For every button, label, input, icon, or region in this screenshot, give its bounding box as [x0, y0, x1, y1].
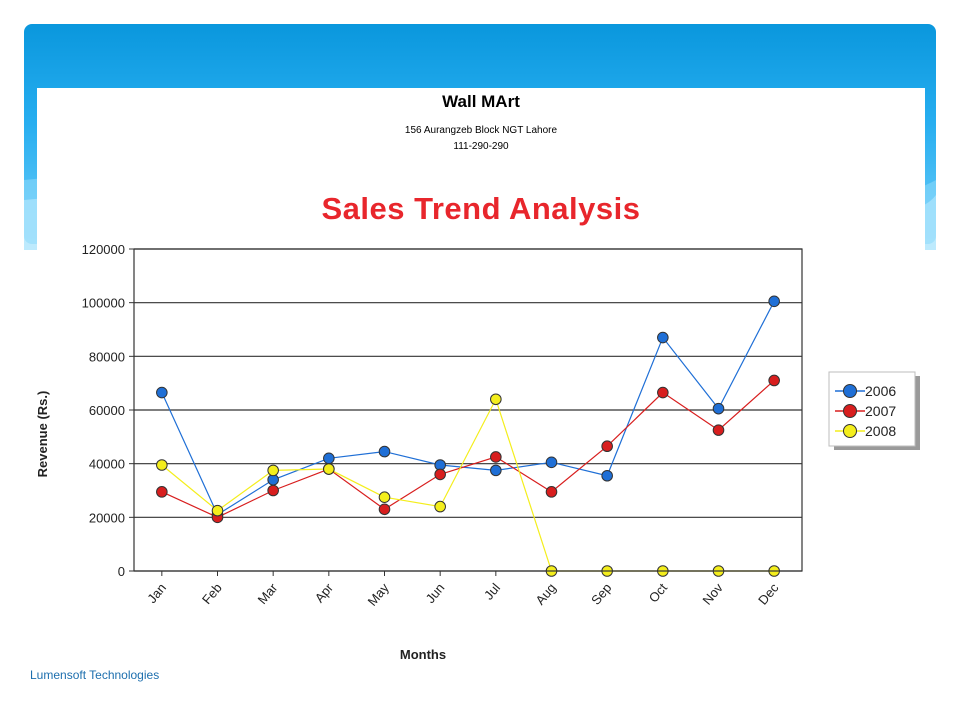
y-tick-label: 0 — [118, 564, 125, 579]
legend-marker — [843, 424, 857, 438]
data-point-2007 — [267, 484, 279, 497]
series-line-2006 — [161, 301, 775, 516]
x-tick-label: Oct — [646, 580, 671, 605]
x-tick-label: Dec — [755, 580, 782, 608]
legend-marker — [843, 384, 857, 398]
x-tick-label: Apr — [312, 580, 337, 606]
y-axis-label: Revenue (Rs.) — [35, 391, 50, 478]
plot-area-frame — [133, 248, 803, 572]
company-address: 156 Aurangzeb Block NGT Lahore — [404, 125, 558, 136]
legend-label: 2008 — [865, 423, 896, 439]
x-tick-label: Mar — [255, 580, 281, 607]
y-tick-label: 20000 — [89, 510, 125, 525]
data-point-2006 — [601, 469, 613, 482]
data-point-2006 — [490, 464, 502, 477]
y-tick-label: 40000 — [89, 457, 125, 472]
x-tick-label: Nov — [699, 580, 726, 608]
data-point-2008 — [378, 491, 391, 504]
data-point-2006 — [768, 295, 780, 308]
data-point-2007 — [156, 486, 168, 498]
data-point-2006 — [156, 386, 168, 399]
legend-label: 2006 — [865, 383, 896, 399]
data-point-2006 — [545, 456, 558, 469]
data-point-2007 — [434, 468, 446, 481]
x-axis-label: Months — [400, 647, 446, 662]
company-name: Wall MArt — [442, 92, 520, 111]
data-point-2008 — [267, 464, 279, 477]
data-point-2007 — [490, 451, 502, 463]
x-tick-label: Jun — [422, 580, 447, 606]
x-tick-label: Aug — [532, 580, 558, 607]
y-tick-label: 60000 — [89, 403, 125, 418]
y-tick-label: 100000 — [82, 296, 125, 311]
data-point-2008 — [323, 463, 335, 475]
data-point-2006 — [657, 331, 669, 344]
report-document: Wall MArt 156 Aurangzeb Block NGT Lahore… — [37, 88, 925, 648]
x-tick-label: Sep — [588, 580, 614, 607]
data-point-2006 — [323, 452, 335, 465]
data-point-2007 — [378, 503, 391, 516]
data-point-2007 — [657, 386, 669, 399]
data-point-2007 — [601, 440, 613, 453]
data-point-2008 — [490, 393, 502, 406]
series-line-2008 — [161, 397, 775, 572]
data-point-2008 — [211, 504, 224, 517]
x-tick-label: May — [365, 580, 393, 609]
x-tick-label: Jul — [481, 580, 503, 602]
legend-marker — [843, 404, 857, 418]
data-point-2008 — [156, 459, 168, 471]
y-tick-label: 80000 — [89, 349, 125, 364]
company-phone: 111-290-290 — [453, 141, 509, 152]
data-point-2006 — [712, 402, 725, 415]
footer-text: Lumensoft Technologies — [30, 668, 160, 682]
x-tick-label: Feb — [199, 580, 225, 607]
data-point-2006 — [378, 445, 391, 458]
chart-title: Sales Trend Analysis — [321, 191, 641, 226]
y-tick-label: 120000 — [82, 242, 125, 257]
chart-legend: 2006 2007 2008 — [828, 371, 920, 450]
data-point-2007 — [545, 486, 558, 498]
data-point-2008 — [434, 500, 446, 513]
series-line-2007 — [161, 380, 775, 518]
data-point-2007 — [768, 374, 780, 387]
data-point-2007 — [712, 424, 725, 436]
legend-label: 2007 — [865, 403, 896, 419]
x-tick-label: Jan — [144, 580, 169, 606]
